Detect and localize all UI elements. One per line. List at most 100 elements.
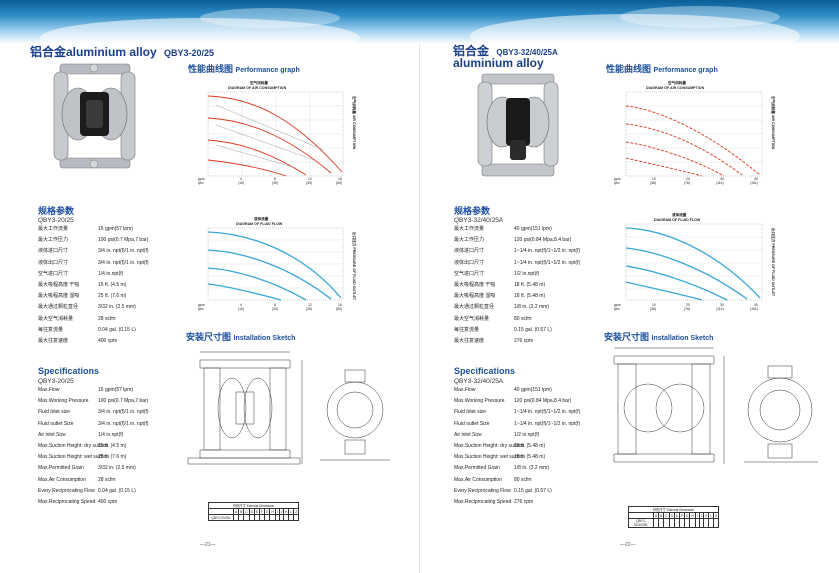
left-perf-en: Performance graph [235, 67, 300, 74]
left-spec-cn-label: 最大往复速度 [38, 338, 69, 345]
flow-curve-4 [207, 283, 282, 301]
svg-text:lpm: lpm [614, 307, 620, 311]
left-spec-cn-label: 每往复流量 [38, 326, 64, 333]
flow-curve-1 [207, 231, 342, 299]
right-flow-chart: 液体流量 DIAGRAM OF FLUID FLOW gpm 10 20 30 40 l… [612, 212, 782, 324]
right-spec-en-label: Fluid Inlet size [454, 409, 486, 416]
left-title: 铝合金aluminium alloy QBY3-20/25 [30, 45, 214, 59]
left-specs-en-model: QBY3-20/25 [38, 378, 74, 385]
right-perf-heading: 性能曲线图 Performance graph [606, 62, 718, 75]
left-spec-cn-value: 3/32 in. (2.5 mm) [98, 304, 136, 311]
right-spec-cn-row: 最大吸程高度 干吸 18 ft. (5.48 m) [454, 280, 604, 291]
right-spec-table-en: Max.Flow 40 gpm(151 lpm) Max.Working Press… [454, 385, 604, 508]
left-install-en: Installation Sketch [233, 335, 296, 342]
svg-text:(151): (151) [750, 181, 758, 185]
svg-text:(38): (38) [650, 181, 656, 185]
left-spec-en-value: 15 ft. (4.5 m) [98, 443, 127, 450]
right-spec-cn-label: 最大吸程高度 干吸 [454, 282, 496, 289]
right-spec-cn-value: 80 scfm [514, 315, 532, 322]
right-spec-cn-label: 最大工作流量 [454, 226, 485, 232]
left-air-title-cn: 空气消耗量 [250, 80, 268, 85]
svg-text:出口压力 PRESSURE OF FLUID OUTLET: 出口压力 PRESSURE OF FLUID OUTLET [352, 232, 357, 301]
right-page: 铝合金 QBY3-32/40/25A aluminium alloy 性能曲线图… [420, 44, 839, 573]
right-spec-cn-value: 0.15 gal. (0.57 L) [514, 326, 552, 333]
svg-text:空气消耗量 AIR CONSUMPTION: 空气消耗量 AIR CONSUMPTION [771, 96, 776, 150]
svg-text:16: 16 [338, 177, 342, 181]
left-spec-cn-label: 最大工作压力 [38, 237, 69, 244]
right-spec-cn-value: 18 ft. (5.48 m) [514, 282, 546, 289]
svg-text:(15): (15) [238, 307, 244, 311]
right-title-material: 铝合金 [453, 44, 490, 58]
right-spec-cn-row: 最大工作流量 40 gpm(151 lpm) [454, 224, 604, 235]
right-spec-en-row: Air inlet Size 1/2 in.npt(f) [454, 430, 604, 441]
left-spec-cn-label: 空气进口尺寸 [38, 270, 69, 277]
right-specs-en-model: QBY3-32/40/25A [454, 378, 504, 385]
svg-text:(38): (38) [650, 307, 656, 311]
right-spec-cn-label: 最大通过颗粒直径 [454, 304, 495, 311]
svg-text:20: 20 [686, 303, 690, 307]
left-page: 铝合金aluminium alloy QBY3-20/25 性能曲线图 Perf… [0, 44, 419, 573]
left-spec-en-value: 3/4 in. npt(f)/1 in. npt(f) [98, 409, 149, 416]
right-spec-en-value: 18 ft. (5.48 m) [514, 443, 546, 450]
right-flow-title-en: DIAGRAM OF FLUID FLOW [654, 218, 701, 222]
right-spec-en-value: 120 psi(0.84 Mpa,8.4 bar) [514, 398, 572, 405]
left-spec-cn-row: 每往复流量 0.04 gal. (0.15 L) [38, 325, 188, 336]
left-spec-en-label: Max.Flow [38, 387, 60, 393]
left-spec-cn-row: 最大吸程高度 干吸 15 ft. (4.5 m) [38, 280, 188, 291]
right-spec-cn-label: 液体出口尺寸 [454, 259, 485, 266]
left-spec-cn-value: 1/4 in.npt(f) [98, 270, 124, 277]
svg-text:lpm: lpm [614, 181, 620, 185]
svg-text:(114): (114) [716, 307, 724, 311]
right-spec-cn-value: 40 gpm(151 lpm) [514, 226, 552, 232]
svg-text:(60): (60) [336, 181, 342, 185]
svg-text:空气消耗量 AIR CONSUMPTION: 空气消耗量 AIR CONSUMPTION [352, 96, 357, 150]
right-spec-en-value: 0.15 gal. (0.57 L) [514, 487, 552, 494]
right-spec-en-row: Max.Permitted Grain 1/8 in. (3.2 mm) [454, 463, 604, 474]
left-spec-en-row: Fluid outlet Size 3/4 in. npt(f)/1 in. np… [38, 419, 188, 430]
left-spec-en-value: 100 psi(0.7 Mpa,7 bar) [98, 398, 149, 405]
left-spec-cn-value: 15 gpm(57 lpm) [98, 226, 134, 232]
left-spec-en-value: 400 cpm [98, 499, 118, 506]
right-spec-cn-row: 最大工作压力 120 psi(0.84 Mpa,8.4 bar) [454, 235, 604, 246]
air-curve-2 [625, 123, 743, 176]
air-curve-3 [207, 139, 307, 176]
svg-text:4: 4 [240, 303, 242, 307]
svg-text:(15): (15) [238, 181, 244, 185]
svg-text:8: 8 [274, 177, 276, 181]
left-spec-cn-value: 28 scfm [98, 315, 116, 322]
right-spec-en-row: Max.Suction Height: wet suction 18 ft. (5… [454, 452, 604, 463]
right-flow-title-cn: 液体流量 [672, 212, 687, 217]
svg-text:12: 12 [308, 303, 312, 307]
flow-curve-3 [625, 265, 728, 301]
left-spec-en-label: Every Reciprocating Flow [38, 487, 95, 494]
right-spec-en-label: Every Reciprocating Flow [454, 487, 511, 494]
page-spine [419, 44, 420, 573]
left-title-material: 铝合金aluminium alloy [30, 45, 157, 59]
svg-text:(60): (60) [336, 307, 342, 311]
right-specs-en-heading: Specifications [454, 366, 516, 376]
left-spec-cn-label: 液体进口尺寸 [38, 248, 69, 255]
left-spec-en-row: Max.Flow 15 gpm(57 lpm) [38, 385, 188, 396]
right-spec-en-row: Max.Air Consumption 80 scfm [454, 475, 604, 486]
left-spec-cn-row: 最大往复速度 400 cpm [38, 336, 188, 347]
right-spec-en-label: Max.Working Pressure [454, 398, 505, 405]
left-flow-curves [207, 231, 342, 301]
right-spec-cn-row: 最大往复速度 276 cpm [454, 336, 604, 347]
header-banner [0, 0, 839, 44]
left-spec-cn-label: 最大通过颗粒直径 [38, 304, 79, 311]
left-spec-en-label: Max.Permitted Grain [38, 465, 84, 472]
right-spec-en-label: Max.Reciprocating Speed [454, 499, 512, 506]
svg-text:40: 40 [754, 177, 758, 181]
right-spec-cn-row: 液体进口尺寸 1~1/4 in. npt(f)/1~1/2 in. npt(f) [454, 246, 604, 257]
svg-text:8: 8 [274, 303, 276, 307]
right-spec-en-label: Max.Flow [454, 387, 476, 393]
right-page-number: —22— [620, 542, 636, 548]
svg-text:(76): (76) [684, 181, 690, 185]
right-spec-en-row: Every Reciprocating Flow 0.15 gal. (0.57 … [454, 486, 604, 497]
svg-text:10: 10 [652, 177, 656, 181]
left-spec-en-row: Max.Working Pressure 100 psi(0.7 Mpa,7 ba… [38, 396, 188, 407]
svg-text:gpm: gpm [198, 303, 205, 307]
left-spec-cn-row: 最大空气消耗量 28 scfm [38, 314, 188, 325]
right-spec-en-label: Max.Air Consumption [454, 476, 502, 483]
